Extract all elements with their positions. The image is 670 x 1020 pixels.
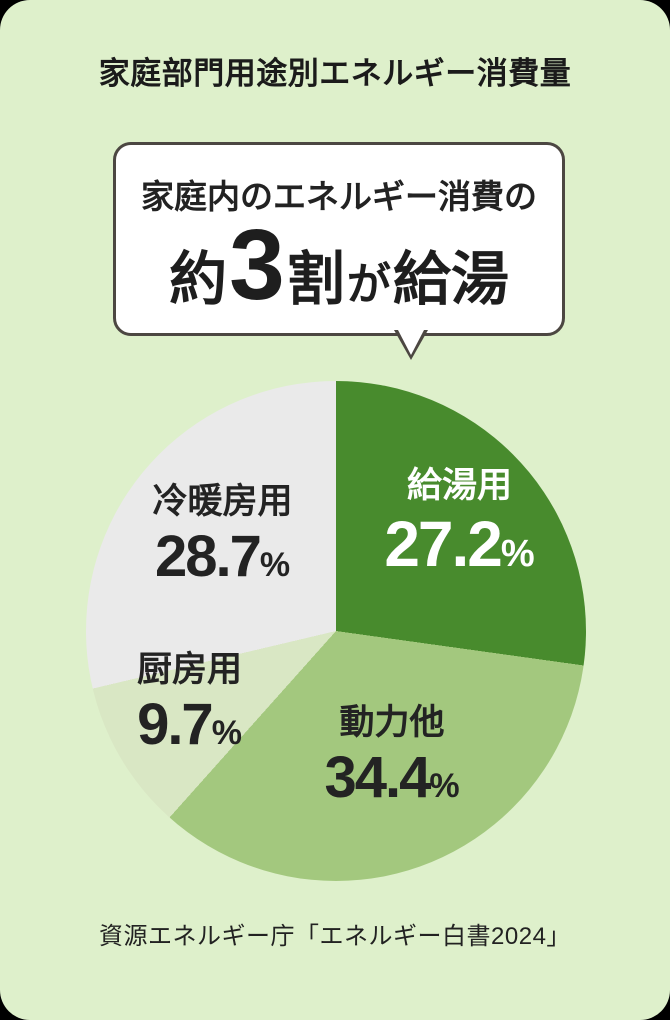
callout-big-number: 3 <box>229 209 285 321</box>
slice-value-number: 28.7 <box>154 524 262 589</box>
slice-value: 28.7% <box>140 528 305 586</box>
callout-bubble: 家庭内のエネルギー消費の 約 3 割 が 給湯 <box>113 142 565 360</box>
slice-name: 給湯用 <box>406 466 512 505</box>
page-title: 家庭部門用途別エネルギー消費量 <box>98 56 572 91</box>
slice-value-unit: % <box>429 767 460 805</box>
slice-value-unit: % <box>259 546 291 584</box>
slice-name: 冷暖房用 <box>152 482 293 521</box>
callout-text-kyuto: 給湯 <box>392 247 509 312</box>
callout-text-wari: 割 <box>286 247 345 312</box>
callout-text-approx: 約 <box>169 247 228 312</box>
slice-label-heating-cooling: 冷暖房用 28.7% <box>140 484 305 586</box>
slice-value-number: 27.2 <box>384 508 503 580</box>
slice-value-unit: % <box>500 533 535 575</box>
slice-name: 動力他 <box>339 703 445 742</box>
callout-text-ga: が <box>346 260 391 309</box>
slice-value: 27.2% <box>362 512 557 576</box>
callout-line1: 家庭内のエネルギー消費の <box>141 178 537 215</box>
slice-value: 34.4% <box>312 749 472 807</box>
slice-name: 厨房用 <box>136 650 242 689</box>
slice-value-unit: % <box>211 714 242 752</box>
source-citation: 資源エネルギー庁「エネルギー白書2024」 <box>99 923 571 950</box>
callout-line2: 約 3 割 が 給湯 <box>116 205 562 325</box>
slice-value-number: 34.4 <box>324 745 431 810</box>
slice-value: 9.7% <box>127 696 252 754</box>
slice-value-number: 9.7 <box>137 692 214 757</box>
slice-label-power-other: 動力他 34.4% <box>312 705 472 807</box>
pie-chart <box>86 381 586 881</box>
bubble-tail-icon <box>394 330 428 360</box>
slice-label-hot-water: 給湯用 27.2% <box>362 468 557 576</box>
slice-label-kitchen: 厨房用 9.7% <box>127 652 252 754</box>
